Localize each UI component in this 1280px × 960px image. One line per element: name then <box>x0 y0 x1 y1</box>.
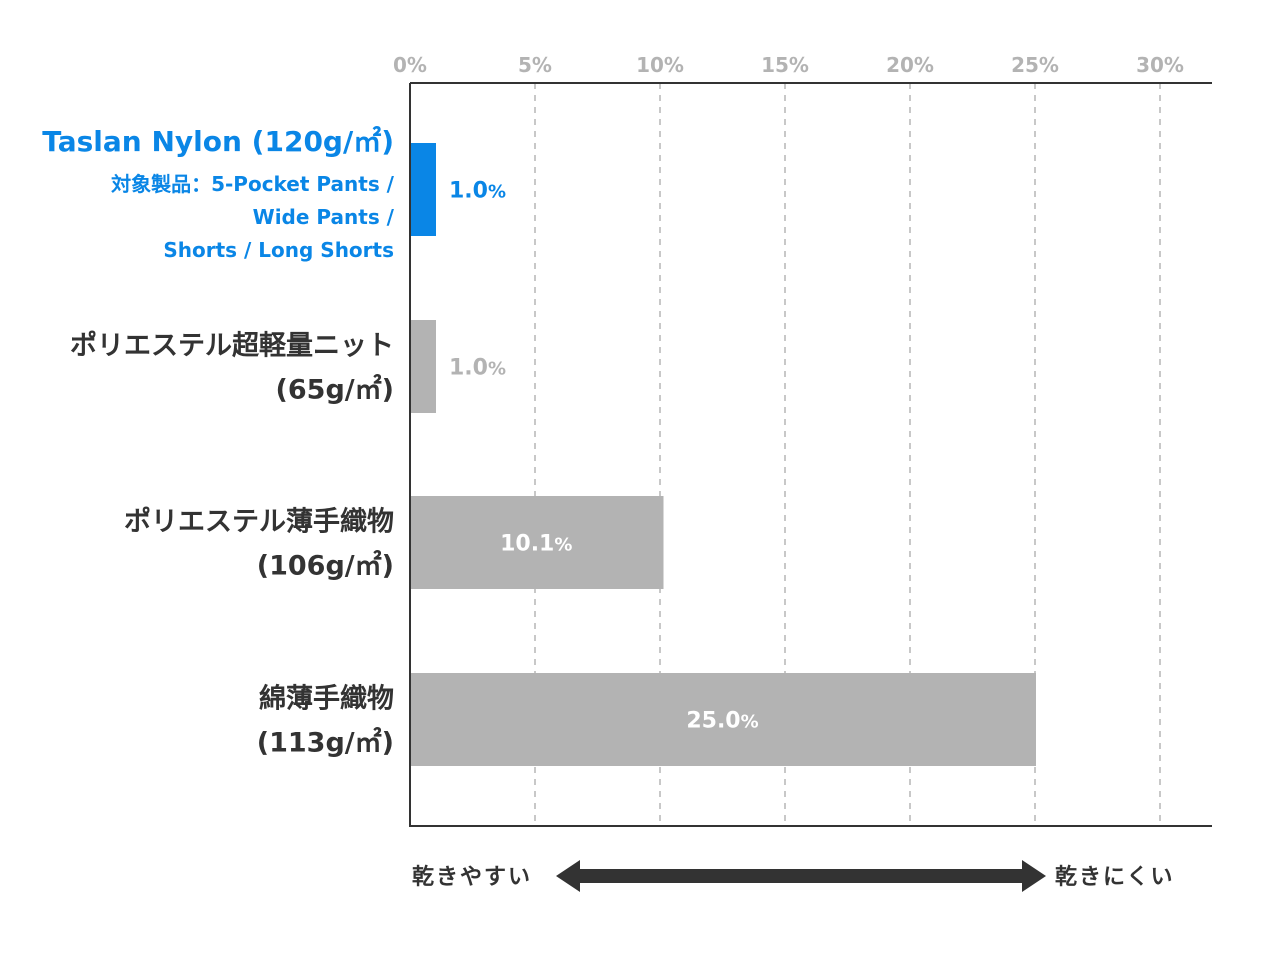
x-tick-label-10: 10% <box>636 53 684 77</box>
x-tick-label-5: 5% <box>518 53 552 77</box>
value-labels: 1.0% 1.0% 10.1% 25.0% <box>449 179 759 734</box>
category-labels: Taslan Nylon (120g/㎡) 対象製品：5-Pocket Pants… <box>42 125 394 759</box>
category-label-2-0: ポリエステル薄手織物 <box>124 507 394 538</box>
category-label-3-0: 綿薄手織物 <box>259 683 394 715</box>
axes <box>409 82 1212 827</box>
category-label-0-0: Taslan Nylon (120g/㎡) <box>42 125 394 158</box>
easy-dry-label: 乾きやすい <box>412 864 532 890</box>
category-label-3-1: (113g/㎡) <box>257 727 394 759</box>
x-tick-label-20: 20% <box>886 53 934 77</box>
category-label-1-1: (65g/㎡) <box>276 374 394 406</box>
bar-1 <box>411 320 436 413</box>
bar-0 <box>411 143 436 236</box>
value-label-0: 1.0% <box>449 179 506 204</box>
category-sublabel-0-1: Wide Pants / <box>253 205 395 229</box>
x-tick-label-0: 0% <box>393 53 427 77</box>
category-sublabel-0-2: Shorts / Long Shorts <box>163 238 394 262</box>
category-label-2-1: (106g/㎡) <box>257 550 394 582</box>
bar-2 <box>411 496 664 589</box>
value-label-2: 10.1% <box>500 532 572 557</box>
category-label-1-0: ポリエステル超軽量ニット <box>70 331 394 362</box>
category-sublabel-0-0: 対象製品：5-Pocket Pants / <box>110 172 395 196</box>
x-tick-label-30: 30% <box>1136 53 1184 77</box>
bars <box>411 143 1036 766</box>
x-tick-label-25: 25% <box>1011 53 1059 77</box>
gridlines <box>534 83 1161 826</box>
x-tick-labels: 0% 5% 10% 15% 20% 25% 30% <box>393 53 1184 77</box>
value-label-1: 1.0% <box>449 356 506 381</box>
hard-dry-label: 乾きにくい <box>1055 864 1175 890</box>
value-label-3: 25.0% <box>686 709 758 734</box>
dryness-scale: 乾きやすい 乾きにくい <box>412 860 1175 892</box>
x-tick-label-15: 15% <box>761 53 809 77</box>
bar-3 <box>411 673 1036 766</box>
double-arrow-icon <box>556 860 1046 892</box>
